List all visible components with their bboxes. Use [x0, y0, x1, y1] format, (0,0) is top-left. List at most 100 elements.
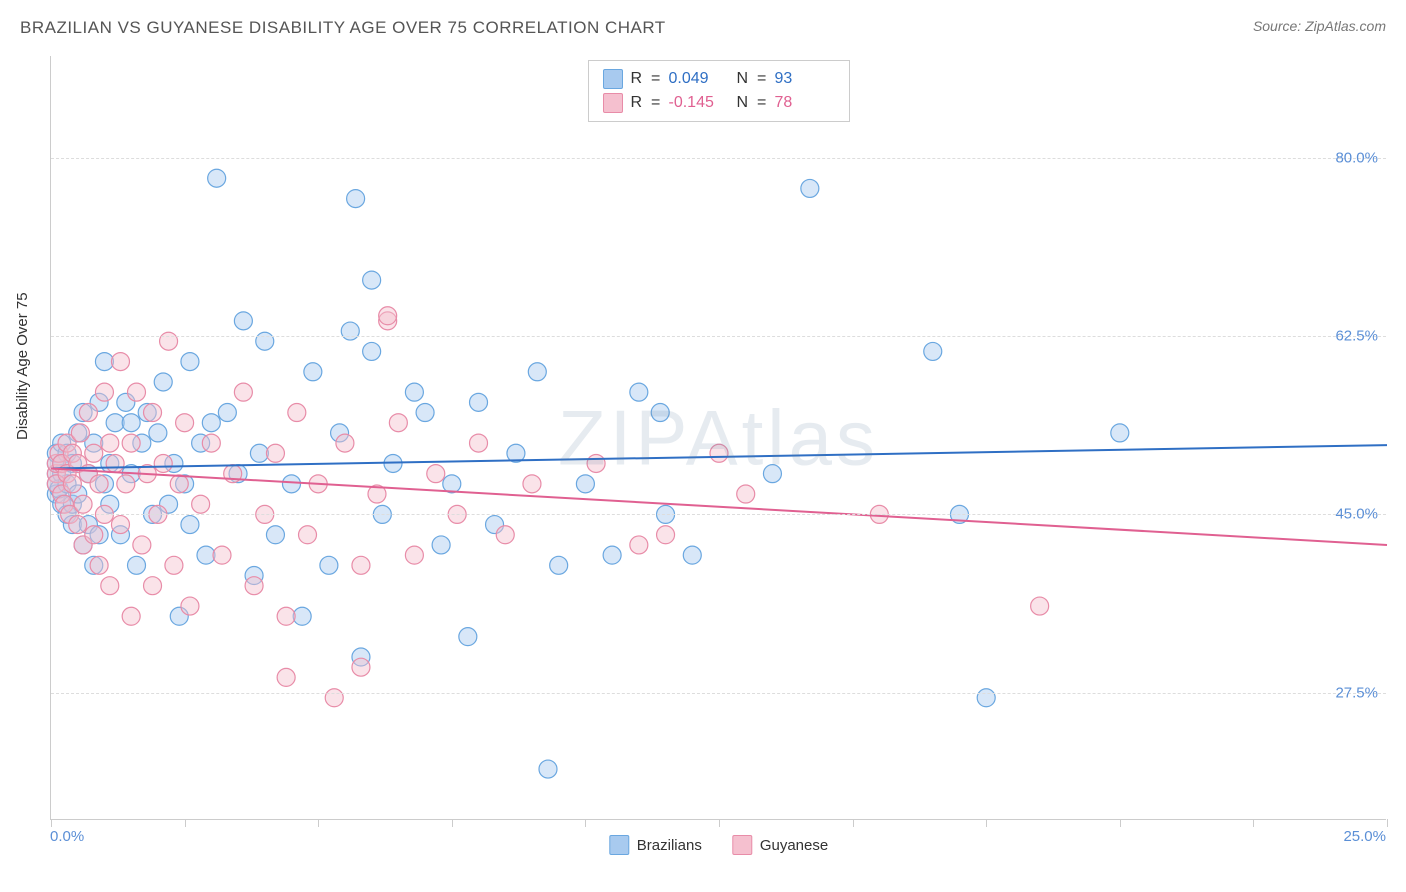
- y-axis-label: Disability Age Over 75: [14, 292, 31, 440]
- data-point: [763, 465, 781, 483]
- data-point: [363, 342, 381, 360]
- data-point: [95, 353, 113, 371]
- data-point: [90, 475, 108, 493]
- x-tick: [1387, 819, 1388, 827]
- scatter-plot-svg: [51, 56, 1386, 819]
- data-point: [427, 465, 445, 483]
- data-point: [277, 607, 295, 625]
- data-point: [117, 475, 135, 493]
- x-max-label: 25.0%: [1343, 828, 1386, 845]
- n-value-guyanese: 78: [775, 94, 835, 112]
- y-tick-label: 27.5%: [1335, 684, 1378, 701]
- n-value-brazilians: 93: [775, 70, 835, 88]
- data-point: [341, 322, 359, 340]
- data-point: [683, 546, 701, 564]
- gridline: [51, 693, 1386, 694]
- x-tick: [185, 819, 186, 827]
- data-point: [160, 332, 178, 350]
- y-tick-label: 62.5%: [1335, 328, 1378, 345]
- legend-swatch-brazilians: [603, 69, 623, 89]
- data-point: [630, 383, 648, 401]
- data-point: [282, 475, 300, 493]
- correlation-row-guyanese: R = -0.145 N = 78: [603, 91, 835, 115]
- data-point: [128, 556, 146, 574]
- data-point: [101, 577, 119, 595]
- chart-title: BRAZILIAN VS GUYANESE DISABILITY AGE OVE…: [20, 18, 666, 37]
- data-point: [539, 760, 557, 778]
- data-point: [801, 179, 819, 197]
- data-point: [924, 342, 942, 360]
- data-point: [234, 312, 252, 330]
- chart-header: BRAZILIAN VS GUYANESE DISABILITY AGE OVE…: [20, 18, 1386, 48]
- data-point: [192, 495, 210, 513]
- data-point: [122, 607, 140, 625]
- data-point: [304, 363, 322, 381]
- data-point: [293, 607, 311, 625]
- data-point: [106, 454, 124, 472]
- data-point: [90, 556, 108, 574]
- data-point: [101, 434, 119, 452]
- data-point: [165, 556, 183, 574]
- x-axis-labels: 0.0% 25.0%: [50, 828, 1386, 858]
- gridline: [51, 514, 1386, 515]
- data-point: [389, 414, 407, 432]
- data-point: [416, 404, 434, 422]
- x-tick: [585, 819, 586, 827]
- data-point: [363, 271, 381, 289]
- data-point: [250, 444, 268, 462]
- data-point: [213, 546, 231, 564]
- data-point: [202, 434, 220, 452]
- data-point: [63, 475, 81, 493]
- data-point: [603, 546, 621, 564]
- data-point: [154, 373, 172, 391]
- data-point: [111, 516, 129, 534]
- n-label: N =: [737, 70, 767, 88]
- data-point: [122, 434, 140, 452]
- regression-line: [51, 469, 1387, 545]
- data-point: [459, 628, 477, 646]
- data-point: [208, 169, 226, 187]
- data-point: [181, 516, 199, 534]
- data-point: [266, 444, 284, 462]
- chart-plot-area: ZIPAtlas R = 0.049 N = 93 R = -0.145 N =…: [50, 56, 1386, 820]
- correlation-legend: R = 0.049 N = 93 R = -0.145 N = 78: [588, 60, 850, 122]
- r-value-guyanese: -0.145: [669, 94, 729, 112]
- x-tick: [452, 819, 453, 827]
- x-tick: [1253, 819, 1254, 827]
- n-label: N =: [737, 94, 767, 112]
- data-point: [1111, 424, 1129, 442]
- correlation-row-brazilians: R = 0.049 N = 93: [603, 67, 835, 91]
- data-point: [657, 526, 675, 544]
- data-point: [197, 546, 215, 564]
- data-point: [170, 475, 188, 493]
- data-point: [288, 404, 306, 422]
- data-point: [470, 393, 488, 411]
- y-tick-label: 80.0%: [1335, 149, 1378, 166]
- data-point: [74, 495, 92, 513]
- data-point: [405, 383, 423, 401]
- data-point: [737, 485, 755, 503]
- y-tick-label: 45.0%: [1335, 506, 1378, 523]
- r-value-brazilians: 0.049: [669, 70, 729, 88]
- x-tick: [318, 819, 319, 827]
- data-point: [245, 577, 263, 595]
- data-point: [405, 546, 423, 564]
- data-point: [202, 414, 220, 432]
- data-point: [651, 404, 669, 422]
- r-label: R =: [631, 70, 661, 88]
- data-point: [528, 363, 546, 381]
- source-label: Source: ZipAtlas.com: [1253, 18, 1386, 34]
- data-point: [576, 475, 594, 493]
- data-point: [181, 353, 199, 371]
- data-point: [128, 383, 146, 401]
- data-point: [352, 658, 370, 676]
- legend-swatch-guyanese: [603, 93, 623, 113]
- gridline: [51, 158, 1386, 159]
- data-point: [85, 526, 103, 544]
- x-min-label: 0.0%: [50, 828, 84, 845]
- data-point: [95, 383, 113, 401]
- data-point: [470, 434, 488, 452]
- data-point: [133, 536, 151, 554]
- data-point: [256, 332, 274, 350]
- data-point: [523, 475, 541, 493]
